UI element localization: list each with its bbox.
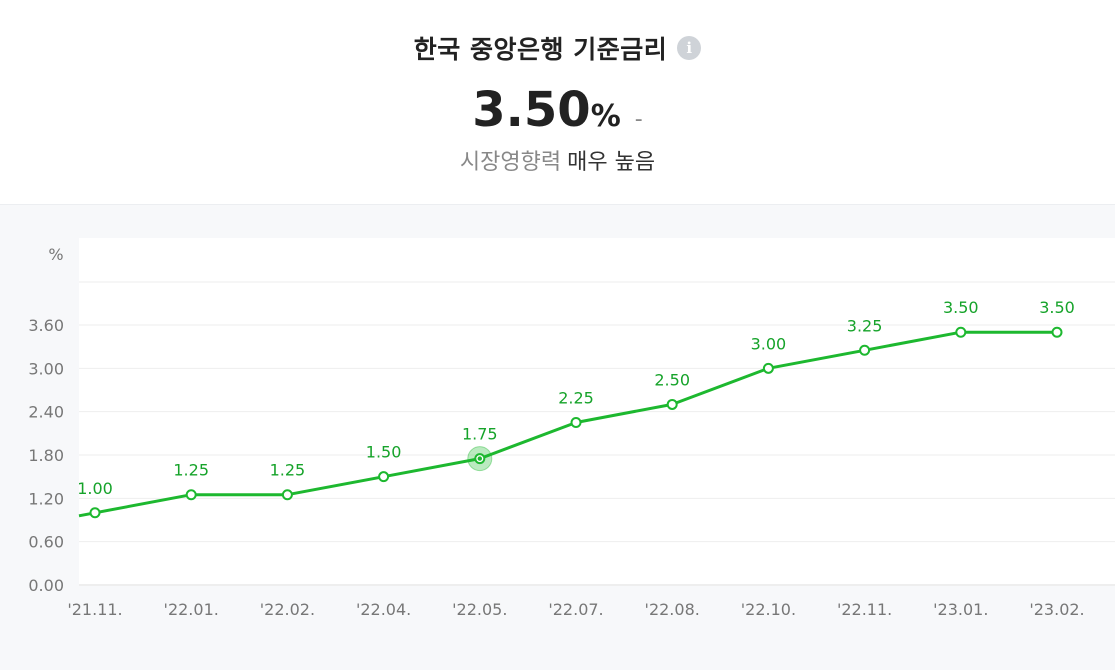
series-rate [78,326,1063,519]
data-point[interactable] [89,507,101,519]
x-tick-label: '23.01. [933,600,988,619]
x-tick-label: '22.08. [645,600,700,619]
data-point[interactable] [955,326,967,338]
data-point[interactable] [666,398,678,410]
y-tick-label: 0.60 [28,533,64,552]
data-label: 1.75 [462,425,498,444]
data-label: 2.25 [558,389,594,408]
rate-value: 3.50 [472,82,591,138]
market-impact: 시장영향력 매우 높음 [0,144,1115,176]
x-axis-ticks: '21.11. '22.01. '22.02. '22.04. '22.05. '22.0… [67,600,1084,619]
data-label: 3.00 [751,334,787,353]
impact-value: 매우 높음 [567,150,656,175]
data-label: 3.25 [847,316,883,335]
y-tick-label: 3.60 [28,316,64,335]
data-label: 3.50 [943,298,979,317]
data-label: 2.50 [654,370,690,389]
rate-unit: % [590,99,621,134]
page-title: 한국 중앙은행 기준금리 [413,35,668,64]
data-point[interactable] [281,489,293,501]
x-tick-label: '22.07. [548,600,603,619]
data-label: 3.50 [1039,298,1075,317]
x-tick-label: '22.05. [452,600,507,619]
data-point[interactable] [859,344,871,356]
data-point[interactable] [185,489,197,501]
rate-change: - [634,107,643,132]
x-tick-label: '22.02. [260,600,315,619]
info-icon[interactable]: i [677,36,702,60]
grid-lines [79,281,1115,586]
y-axis-label: % [48,245,63,264]
rate-line-chart[interactable]: % 0.000.601.201.802.403.003.60 '21.11. '2… [0,205,1115,670]
y-tick-label: 0.00 [28,576,64,595]
rate-header: 한국 중앙은행 기준금리 i 3.50% - 시장영향력 매우 높음 [0,0,1115,204]
data-label: 1.00 [77,479,113,498]
x-tick-label: '22.11. [837,600,892,619]
title-row: 한국 중앙은행 기준금리 i [0,30,1115,66]
y-tick-label: 1.20 [28,489,64,508]
impact-label: 시장영향력 [459,150,562,175]
data-point[interactable] [762,362,774,374]
data-point[interactable] [570,417,582,428]
y-axis-ticks: 0.00 0.60 1.20 1.80 2.40 3.00 3.60 [28,316,64,595]
x-tick-label: '23.02. [1029,600,1084,619]
y-tick-label: 2.40 [28,403,64,422]
x-tick-label: '22.10. [741,600,796,619]
y-tick-label: 1.80 [28,446,64,465]
data-labels: 1.00 1.25 1.25 1.50 1.75 2.25 2.50 3.00 3.25 3.50… [77,298,1075,498]
data-label: 1.25 [270,461,306,480]
x-tick-label: '22.01. [164,600,219,619]
x-tick-label: '21.11. [67,600,122,619]
x-tick-label: '22.04. [356,600,411,619]
data-label: 1.50 [366,443,402,462]
current-rate: 3.50% - [0,82,1115,138]
data-label: 1.25 [173,461,209,480]
series-line [78,330,1057,518]
data-point[interactable] [1051,326,1063,338]
data-point[interactable] [378,471,390,483]
y-tick-label: 3.00 [28,359,64,378]
chart-area: % 0.00 0.60 1.20 1.80 2.40 3.00 3.60 '21.11. '2… [0,204,1115,670]
data-point-center [477,456,482,461]
